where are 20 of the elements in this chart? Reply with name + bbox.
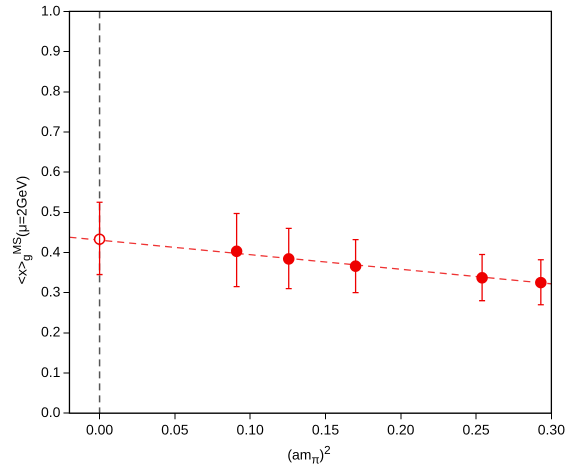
y-tick-label: 0.4 bbox=[40, 243, 61, 260]
y-tick-label: 0.1 bbox=[40, 364, 61, 380]
x-tick-label: 0.15 bbox=[312, 421, 340, 438]
x-tick-label: 0.10 bbox=[236, 421, 264, 438]
y-tick-label: 1.0 bbox=[40, 2, 61, 18]
y-tick-label: 0.9 bbox=[40, 42, 61, 58]
x-tick-label: 0.00 bbox=[86, 421, 114, 438]
y-tick-label: 0.5 bbox=[40, 203, 61, 220]
y-tick-label: 0.8 bbox=[40, 82, 61, 99]
point bbox=[350, 260, 362, 272]
x-tick-label: 0.30 bbox=[538, 421, 566, 438]
y-tick-label: 0.2 bbox=[40, 324, 61, 340]
y-tick-label: 0.0 bbox=[40, 404, 61, 420]
y-tick-label: 0.3 bbox=[40, 284, 61, 300]
y-tick-label: 0.6 bbox=[40, 162, 61, 179]
x-tick-label: 0.20 bbox=[387, 421, 415, 438]
x-axis-title: (am$_{π}$)$^{2}$ bbox=[286, 444, 332, 466]
x-tick-label: 0.25 bbox=[462, 421, 490, 438]
x-tick-label: 0.05 bbox=[161, 421, 189, 438]
y-tick-label: 0.7 bbox=[40, 122, 61, 139]
